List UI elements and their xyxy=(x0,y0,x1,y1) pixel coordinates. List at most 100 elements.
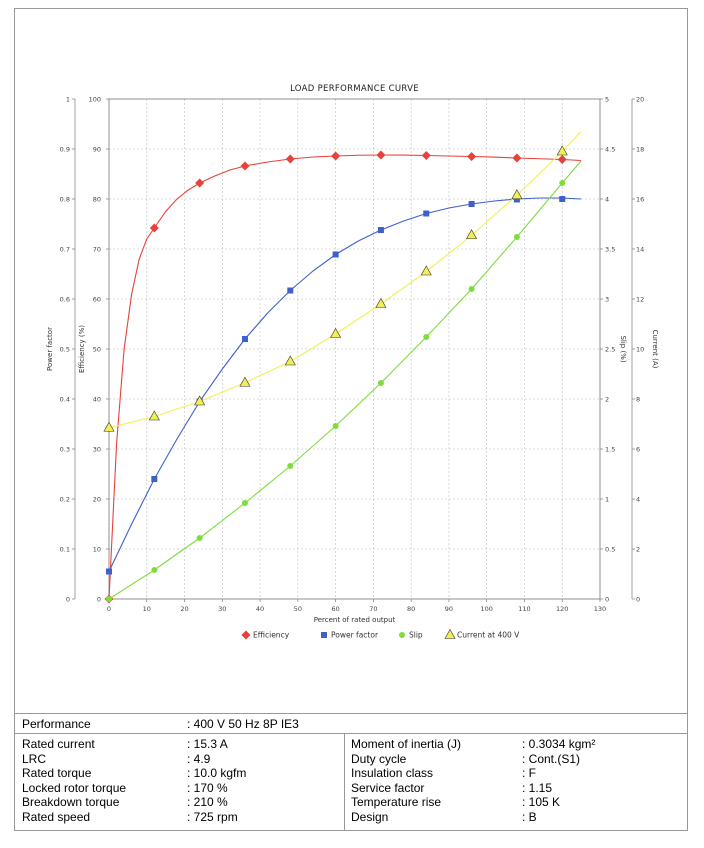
current-tick-label: 10 xyxy=(636,345,644,353)
slip-tick-label: 4 xyxy=(605,195,609,203)
x-tick-label: 120 xyxy=(556,605,568,613)
x-tick-label: 10 xyxy=(143,605,151,613)
data-point xyxy=(149,223,159,233)
data-point xyxy=(377,227,384,233)
data-point xyxy=(376,150,386,160)
legend-label: Efficiency xyxy=(253,631,290,640)
data-point xyxy=(332,251,339,258)
data-point xyxy=(194,395,206,406)
data-point xyxy=(330,327,342,338)
spec-label: Duty cycle xyxy=(351,751,407,766)
series-efficiency xyxy=(104,150,582,604)
data-point xyxy=(468,201,475,207)
data-point xyxy=(421,151,431,160)
spec-label: Service factor xyxy=(351,780,425,795)
power-factor-tick-label: 1 xyxy=(66,95,70,103)
spec-table: Performance : 400 V 50 Hz 8P IE3 Rated c… xyxy=(14,713,688,831)
efficiency-tick-label: 80 xyxy=(93,195,101,203)
spec-label: Locked rotor torque xyxy=(22,780,127,795)
spec-value: : F xyxy=(522,766,536,780)
x-tick-label: 40 xyxy=(256,605,264,613)
data-point xyxy=(241,336,248,342)
current-tick-label: 4 xyxy=(636,495,640,503)
data-point xyxy=(423,210,430,217)
slip-tick-label: 3 xyxy=(605,295,609,303)
legend-marker xyxy=(399,632,405,638)
data-point xyxy=(284,355,296,366)
data-point xyxy=(241,500,248,506)
data-point xyxy=(148,410,160,421)
data-point xyxy=(287,463,294,469)
data-point xyxy=(512,153,522,163)
current-tick-label: 2 xyxy=(636,545,640,553)
data-point xyxy=(559,196,566,202)
spec-value: : 105 K xyxy=(522,795,561,809)
data-point xyxy=(195,178,205,188)
efficiency-tick-label: 100 xyxy=(89,95,101,103)
spec-value: : 725 rpm xyxy=(187,809,238,824)
legend-marker xyxy=(241,630,251,640)
efficiency-tick-label: 60 xyxy=(93,295,101,303)
chart-legend: Efficiency Power factor Slip Current at 400… xyxy=(241,628,520,640)
data-point xyxy=(468,286,475,292)
performance-row: Performance : 400 V 50 Hz 8P IE3 xyxy=(15,714,687,734)
chart-title: LOAD PERFORMANCE CURVE xyxy=(290,84,419,94)
spec-label: Design xyxy=(351,809,389,824)
series-line xyxy=(108,160,582,600)
data-point xyxy=(106,568,112,575)
slip-tick-label: 2 xyxy=(605,395,609,403)
data-point xyxy=(511,189,523,200)
slip-tick-label: 2.5 xyxy=(605,345,615,353)
data-point xyxy=(151,567,158,573)
power-factor-tick-label: 0.7 xyxy=(60,245,70,253)
spec-value: : 15.3 A xyxy=(187,737,228,751)
spec-label: Rated speed xyxy=(22,809,91,824)
data-point xyxy=(467,152,477,161)
current-tick-label: 14 xyxy=(636,245,644,253)
x-axis-label: Percent of rated output xyxy=(314,616,396,624)
power-factor-tick-label: 0 xyxy=(66,595,70,603)
data-point xyxy=(557,155,567,164)
power-factor-tick-label: 0.4 xyxy=(60,395,70,403)
performance-label: Performance xyxy=(22,717,91,731)
power-factor-tick-label: 0.3 xyxy=(60,445,70,453)
spec-value: : B xyxy=(522,809,537,824)
data-point xyxy=(513,234,520,240)
series-power-factor xyxy=(106,196,582,575)
spec-label: Breakdown torque xyxy=(22,795,120,809)
spec-value: : 0.3034 kgm² xyxy=(522,737,596,751)
spec-label: Rated current xyxy=(22,737,95,751)
current-tick-label: 0 xyxy=(636,595,640,603)
efficiency-tick-label: 10 xyxy=(93,545,101,553)
x-tick-label: 0 xyxy=(107,605,111,613)
legend-label: Power factor xyxy=(331,631,379,640)
spec-label: LRC xyxy=(22,751,47,766)
data-point xyxy=(287,287,294,294)
power-factor-tick-label: 0.5 xyxy=(60,345,70,353)
slip-tick-label: 0.5 xyxy=(605,545,615,553)
efficiency-tick-label: 40 xyxy=(93,395,101,403)
current-tick-label: 6 xyxy=(636,445,640,453)
series-line xyxy=(108,131,582,429)
data-point xyxy=(377,380,384,386)
data-point xyxy=(240,161,250,171)
efficiency-tick-label: 20 xyxy=(93,495,101,503)
legend-marker xyxy=(321,632,327,638)
series-slip xyxy=(106,160,582,602)
data-point xyxy=(559,180,566,186)
x-tick-label: 100 xyxy=(480,605,492,613)
efficiency-tick-label: 70 xyxy=(93,245,101,253)
data-point xyxy=(106,596,112,602)
spec-value: : 10.0 kgfm xyxy=(187,766,247,780)
series-current-at-400-v xyxy=(103,131,582,432)
legend-label: Current at 400 V xyxy=(457,631,520,640)
spec-value: : Cont.(S1) xyxy=(522,751,581,766)
x-tick-label: 60 xyxy=(331,605,339,613)
current-tick-label: 18 xyxy=(636,145,644,153)
slip-tick-label: 1.5 xyxy=(605,445,615,453)
x-tick-label: 70 xyxy=(369,605,377,613)
x-tick-label: 90 xyxy=(445,605,453,613)
data-point xyxy=(151,476,158,482)
power-factor-tick-label: 0.6 xyxy=(60,295,70,303)
efficiency-tick-label: 0 xyxy=(97,595,101,603)
